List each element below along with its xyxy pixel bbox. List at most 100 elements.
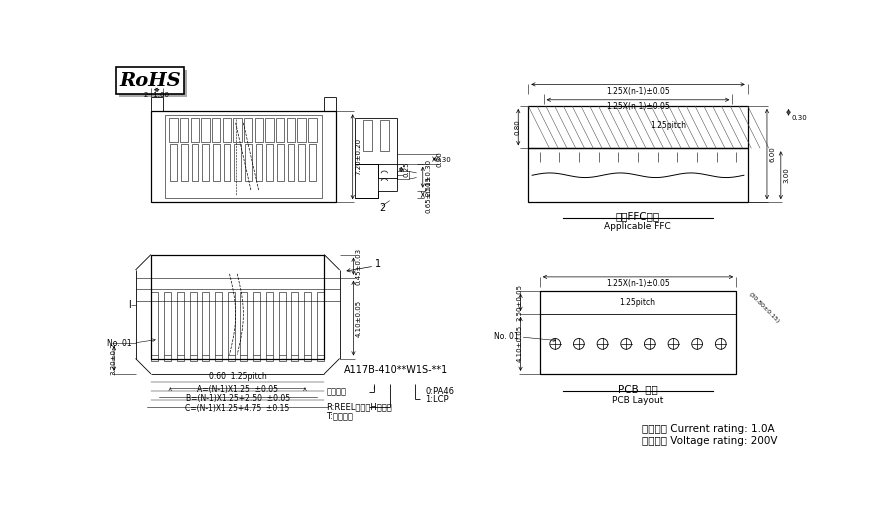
Circle shape [573,339,584,349]
Bar [169,118,178,142]
Bar [213,145,220,181]
Text: 2.50±0.30: 2.50±0.30 [425,158,431,196]
FancyBboxPatch shape [116,67,184,94]
Bar [191,118,199,142]
Bar [291,292,298,361]
Bar [276,118,285,142]
Bar [202,145,209,181]
Bar [235,145,241,181]
Bar [528,148,748,202]
Bar [176,292,183,361]
Bar [244,118,252,142]
Bar [152,292,158,361]
Text: PCB Layout: PCB Layout [612,395,663,404]
Circle shape [597,339,608,349]
Text: 额定电压 Voltage rating: 200V: 额定电压 Voltage rating: 200V [642,436,778,446]
Bar [355,164,378,198]
Text: 0.80: 0.80 [514,119,520,135]
Text: 实际孔位: 实际孔位 [326,387,347,396]
Bar [165,115,322,198]
Text: PCB  寸法: PCB 寸法 [617,384,657,394]
Circle shape [621,339,632,349]
Text: T:吸塑包装: T:吸塑包装 [326,412,354,421]
Bar [223,145,230,181]
Text: 0.65±0.15: 0.65±0.15 [425,176,431,213]
Text: 0.25: 0.25 [403,162,409,177]
Text: 0.30: 0.30 [437,151,443,167]
Text: 1.25X(n-1)±0.05: 1.25X(n-1)±0.05 [606,279,669,288]
Text: 1.25pitch: 1.25pitch [650,121,686,130]
Circle shape [549,339,561,349]
Text: 2.50±0.05: 2.50±0.05 [517,284,523,321]
Bar [528,106,748,148]
Bar [265,292,273,361]
Bar [164,292,171,361]
Text: 0.30: 0.30 [792,114,807,120]
Text: 0:PA46: 0:PA46 [425,387,454,396]
Bar [288,145,295,181]
Bar [279,292,286,361]
Text: 适用FFC寸法: 适用FFC寸法 [616,211,660,221]
Bar [245,145,251,181]
Bar [223,118,231,142]
Bar [540,291,736,314]
Bar [304,292,311,361]
Bar [256,145,262,181]
Bar [180,118,189,142]
Text: B=(N-1)X1.25+2.50  ±0.05: B=(N-1)X1.25+2.50 ±0.05 [185,394,289,403]
Text: 4.10±0.05: 4.10±0.05 [517,325,523,363]
Bar [309,145,316,181]
Text: Applicable FFC: Applicable FFC [604,223,671,231]
Bar [234,118,242,142]
Bar [215,292,222,361]
Bar [308,118,317,142]
Text: (30.80±0.15): (30.80±0.15) [748,292,781,324]
Circle shape [715,339,726,349]
Bar [298,145,305,181]
Bar [398,171,409,179]
Bar [317,292,324,361]
Text: 7.20±0.20: 7.20±0.20 [355,138,362,175]
Text: l: l [128,299,131,310]
Bar [287,118,295,142]
Bar [181,145,188,181]
Bar [212,118,220,142]
Text: No. 01: No. 01 [107,339,131,348]
Text: A=(N-1)X1.25  ±0.05: A=(N-1)X1.25 ±0.05 [197,385,278,394]
Bar [191,145,198,181]
Text: 3.20±0.2: 3.20±0.2 [110,342,116,375]
Text: 0.30: 0.30 [436,157,452,163]
Bar [201,118,210,142]
Bar [202,292,209,361]
Text: RoHS: RoHS [119,72,181,90]
Text: 4.10±0.05: 4.10±0.05 [355,299,362,337]
Bar [277,145,284,181]
Bar [266,145,273,181]
Bar [540,291,736,374]
Bar [190,292,197,361]
Circle shape [645,339,655,349]
Bar [265,118,273,142]
Text: 2~1.00: 2~1.00 [144,92,169,98]
Bar [151,254,325,358]
FancyBboxPatch shape [119,70,187,96]
Bar [379,120,389,151]
Text: 1.25X(n-1)±0.05: 1.25X(n-1)±0.05 [606,102,669,111]
Text: 3.00: 3.00 [783,167,789,183]
Bar [297,118,306,142]
Bar [253,292,260,361]
Text: 1.25pitch: 1.25pitch [619,298,655,307]
Text: 1.25X(n-1)±0.05: 1.25X(n-1)±0.05 [606,87,669,96]
Circle shape [691,339,702,349]
Text: No. 01: No. 01 [494,332,519,341]
Text: R:REEL包装；H：管装: R:REEL包装；H：管装 [326,402,392,411]
Text: 额定电流 Current rating: 1.0A: 额定电流 Current rating: 1.0A [642,425,775,435]
Text: 2: 2 [379,204,385,214]
Text: 1: 1 [375,259,381,269]
Text: C=(N-1)X1.25+4.75  ±0.15: C=(N-1)X1.25+4.75 ±0.15 [185,404,289,413]
Bar [363,120,372,151]
Bar [241,292,248,361]
Text: 6.00: 6.00 [769,146,775,162]
Text: A117B-410**W1S-**1: A117B-410**W1S-**1 [344,365,448,375]
Bar [228,292,235,361]
